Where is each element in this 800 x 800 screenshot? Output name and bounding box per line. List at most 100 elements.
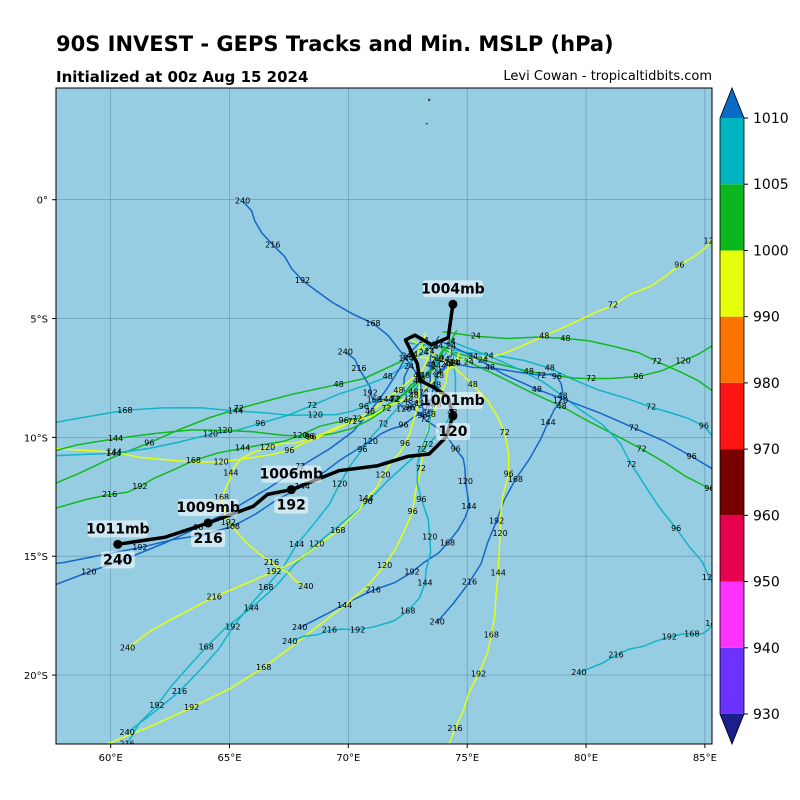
hour-label: 72 [608, 301, 618, 310]
hour-label: 24 [468, 352, 478, 361]
hour-label: 144 [461, 502, 476, 511]
hour-label: 120 [308, 410, 323, 419]
hour-label: 168 [199, 643, 214, 652]
hour-label: 96 [416, 495, 426, 504]
mean-track-label: 1004mb [421, 280, 485, 298]
init-time: Initialized at 00z Aug 15 2024 [56, 68, 309, 86]
hour-label: 72 [390, 395, 400, 404]
label-box [422, 280, 483, 298]
hour-label: 96 [359, 402, 369, 411]
hour-label: 240 [790, 267, 800, 276]
hour-label: 240 [292, 623, 307, 632]
hour-label: 168 [440, 539, 455, 548]
hour-label: 192 [471, 670, 486, 679]
lon-tick-label: 65°E [217, 753, 241, 764]
hour-label: 120 [676, 357, 691, 366]
hour-label: 72 [652, 357, 662, 366]
hour-label: 72 [416, 445, 426, 454]
hour-label: 24 [404, 362, 414, 371]
ensemble-track [56, 330, 458, 452]
hour-label: 24 [431, 362, 441, 371]
hour-label: 192 [132, 543, 147, 552]
hour-label: 24 [484, 351, 494, 360]
track-marker [203, 518, 213, 528]
hour-label: 120 [217, 426, 232, 435]
hour-label: 120 [81, 568, 96, 577]
hour-label: 72 [347, 417, 357, 426]
colorbar-segment [720, 184, 744, 251]
hour-label: 168 [258, 583, 273, 592]
hour-label: 120 [553, 396, 568, 405]
tick-labels: 60°E 65°E 70°E 75°E 80°E 85°E 0° 5°S 10°S 15°S 20°… [24, 196, 717, 764]
hour-label: 216 [119, 740, 134, 749]
hour-label: 216 [265, 240, 280, 249]
hour-label: 144 [398, 354, 413, 363]
label-box [87, 520, 148, 538]
ensemble-track [455, 342, 712, 674]
hour-label: 144 [358, 494, 373, 503]
hour-label: 24 [449, 359, 459, 368]
hour-label: 144 [108, 434, 123, 443]
ensemble-track [220, 352, 460, 588]
hour-label: 144 [743, 208, 758, 217]
lat-tick-label: 10°S [24, 433, 48, 444]
hour-label: 48 [431, 380, 441, 389]
colorbar-label: 1010 [753, 111, 789, 127]
hour-label: 72 [307, 401, 317, 410]
hour-label: 96 [362, 497, 372, 506]
hour-label: 96 [400, 439, 410, 448]
colorbar-segment [720, 647, 744, 714]
colorbar: 930 940 950 960 970 980 990 1000 1005 1010 [719, 86, 789, 746]
hour-label: 24 [440, 355, 450, 364]
hour-label: 24 [424, 347, 434, 356]
ensemble-track [56, 345, 425, 484]
ensemble-track [454, 344, 712, 380]
hour-label: 240 [298, 582, 313, 591]
hour-label: 96 [405, 403, 415, 412]
colorbar-label: 980 [753, 376, 780, 392]
hour-label: 96 [306, 433, 316, 442]
ensemble-track [299, 355, 470, 629]
hour-label: 96 [699, 422, 709, 431]
mean-track-label: 1006mb 192 [260, 465, 323, 514]
hour-label: 48 [420, 371, 430, 380]
colorbar-segment [720, 316, 744, 383]
label-box [422, 392, 483, 409]
hour-label: 48 [413, 377, 423, 386]
hour-label: 216 [172, 687, 187, 696]
lon-tick-label: 85°E [693, 753, 717, 764]
colorbar-label: 970 [753, 442, 780, 458]
colorbar-segment [720, 515, 744, 582]
pressure-label: 1004mb [421, 281, 485, 297]
hour-label: 96 [408, 507, 418, 516]
hour-label: 192 [225, 623, 240, 632]
colorbar-label: 940 [753, 641, 780, 657]
hour-label: 48 [524, 367, 534, 376]
hour-label: 24 [429, 342, 439, 351]
hour-label: 48 [468, 380, 478, 389]
hour-label: 48 [403, 397, 413, 406]
label-box [261, 465, 322, 483]
hour-label: 192 [295, 276, 310, 285]
hour-label: 96 [305, 432, 315, 441]
hour-label: 216 [322, 626, 337, 635]
hour-label: 144 [235, 444, 250, 453]
hour-label-mean: 120 [438, 424, 467, 440]
ensemble-track [439, 340, 712, 470]
hour-label: 144 [228, 407, 243, 416]
hour-label: 96 [671, 524, 681, 533]
hour-label: 120 [260, 443, 275, 452]
hour-label: 72 [416, 464, 426, 473]
hour-label: 192 [489, 516, 504, 525]
hour-label: 72 [420, 415, 430, 424]
hour-label: 24 [451, 359, 461, 368]
hour-label: 48 [434, 371, 444, 380]
gridlines [56, 88, 712, 744]
hour-label: 240 [338, 348, 353, 357]
chart-title: 90S INVEST - GEPS Tracks and Min. MSLP (… [56, 32, 614, 56]
hour-label: 96 [704, 484, 714, 493]
hour-label: 24 [444, 358, 454, 367]
hour-label: 120 [213, 457, 228, 466]
hour-label: 144 [244, 604, 259, 613]
colorbar-segment [720, 250, 744, 317]
